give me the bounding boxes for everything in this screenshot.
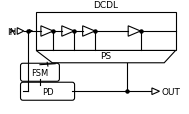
Text: PD: PD <box>42 87 53 96</box>
Polygon shape <box>83 27 95 37</box>
FancyBboxPatch shape <box>21 83 75 100</box>
Text: DCDL: DCDL <box>93 1 118 10</box>
Polygon shape <box>41 27 53 37</box>
Bar <box>36 12 176 51</box>
Polygon shape <box>62 27 74 37</box>
Polygon shape <box>152 88 160 95</box>
Text: OUT: OUT <box>161 87 180 96</box>
Text: ···: ··· <box>106 27 117 37</box>
Polygon shape <box>128 27 140 37</box>
Text: FSM: FSM <box>31 68 49 77</box>
Text: PS: PS <box>100 52 112 61</box>
Polygon shape <box>17 28 24 35</box>
Polygon shape <box>36 51 176 63</box>
Text: IN: IN <box>7 27 16 36</box>
FancyBboxPatch shape <box>21 64 59 82</box>
